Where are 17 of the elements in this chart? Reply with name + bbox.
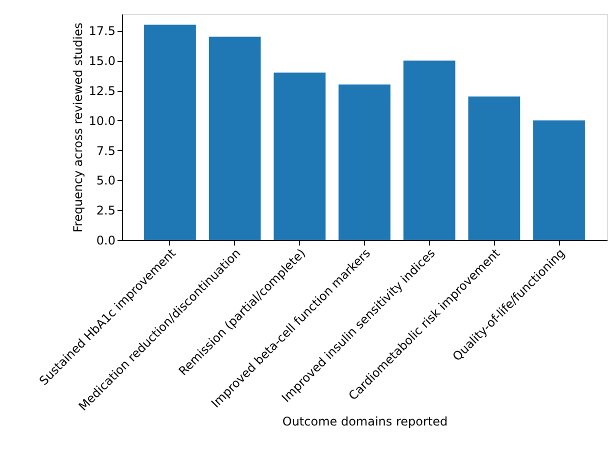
y-tick-label: 15.0 (88, 54, 116, 68)
bar (468, 96, 520, 240)
bar (274, 72, 326, 240)
y-tick-label: 12.5 (88, 84, 116, 98)
y-tick-label: 2.5 (96, 204, 116, 218)
y-tick-label: 7.5 (96, 144, 116, 158)
bar (338, 84, 390, 240)
y-tick-label: 0.0 (96, 234, 116, 248)
y-axis-title: Frequency across reviewed studies (70, 22, 85, 232)
y-tick-label: 10.0 (88, 114, 116, 128)
bar (208, 36, 261, 240)
y-tick-label: 5.0 (96, 174, 116, 188)
bar (403, 60, 456, 240)
y-tick-label: 17.5 (88, 24, 116, 38)
x-axis-title: Outcome domains reported (282, 414, 448, 429)
bar (533, 120, 585, 240)
bar (144, 24, 196, 240)
